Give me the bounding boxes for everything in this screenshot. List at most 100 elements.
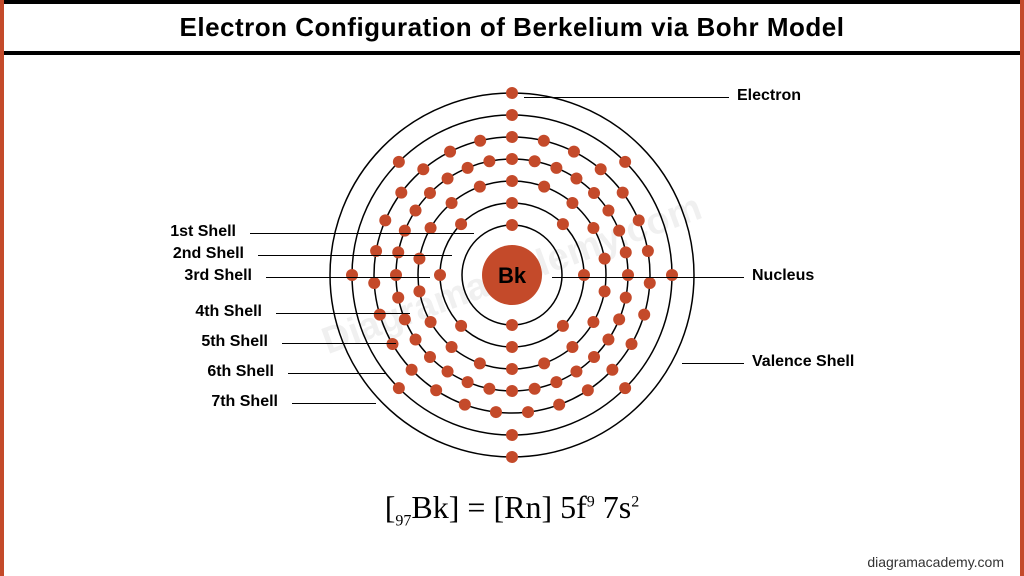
electron [455,320,467,332]
electron [633,214,645,226]
electron [626,338,638,350]
leader-line [292,403,376,404]
electron [550,162,562,174]
orbital-2-sup: 2 [631,493,639,510]
leader-line [682,363,744,364]
electron [566,341,578,353]
electron [638,309,650,321]
electron [620,246,632,258]
electron [379,214,391,226]
electron [462,162,474,174]
electron [506,451,518,463]
electron [442,365,454,377]
electron [490,406,502,418]
electron [506,385,518,397]
nucleus-pointer-label: Nucleus [752,267,814,285]
electron [617,187,629,199]
electron [506,153,518,165]
shell-label-5: 5th Shell [201,333,268,351]
electron [368,277,380,289]
electron [506,341,518,353]
leader-line [524,97,729,98]
electron [522,406,534,418]
leader-line [276,313,410,314]
electron [620,292,632,304]
leader-line [288,373,386,374]
electron [410,333,422,345]
electron [506,87,518,99]
shell-label-2: 2nd Shell [173,245,244,263]
shell-label-4: 4th Shell [195,303,262,321]
electron [393,382,405,394]
electron [483,155,495,167]
electron [613,313,625,325]
electron [506,175,518,187]
electron [506,219,518,231]
electron [346,269,358,281]
leader-line [250,233,474,234]
electron [568,146,580,158]
electron [622,269,634,281]
electron [578,269,590,281]
electron [392,292,404,304]
electron [506,363,518,375]
leader-line [282,343,396,344]
atomic-number: 97 [395,512,411,529]
electron-configuration-formula: [97Bk] = [Rn] 5f9 7s2 [4,489,1020,530]
diagram-area: Diagramacademy.com Bk 1st Shell2nd Shell… [4,55,1020,495]
nucleus-label: Bk [498,263,527,288]
electron [424,351,436,363]
electron [386,338,398,350]
valence-shell-label: Valence Shell [752,353,854,371]
electron [446,341,458,353]
orbital-1-sup: 9 [587,493,595,510]
electron [582,384,594,396]
electron [588,187,600,199]
electron [599,253,611,265]
leader-line [552,277,744,278]
electron [434,269,446,281]
electron [602,333,614,345]
electron [392,246,404,258]
electron [474,135,486,147]
electron [406,364,418,376]
electron [424,187,436,199]
electron [399,225,411,237]
electron [413,285,425,297]
electron [587,316,599,328]
electron [606,364,618,376]
electron [595,163,607,175]
electron [506,429,518,441]
electron [538,135,550,147]
electron [602,205,614,217]
electron [588,351,600,363]
electron [462,376,474,388]
electron [459,399,471,411]
electron [399,313,411,325]
electron [395,187,407,199]
electron [538,181,550,193]
shell-label-6: 6th Shell [207,363,274,381]
electron [442,173,454,185]
electron [666,269,678,281]
shell-label-1: 1st Shell [170,223,236,241]
electron [506,131,518,143]
page-title: Electron Configuration of Berkelium via … [4,4,1020,51]
credit: diagramacademy.com [867,554,1004,570]
electron [599,285,611,297]
shell-label-7: 7th Shell [211,393,278,411]
electron [430,384,442,396]
electron [410,205,422,217]
electron [553,399,565,411]
electron [506,109,518,121]
electron [613,225,625,237]
electron [374,309,386,321]
electron [587,222,599,234]
electron [506,319,518,331]
electron [417,163,429,175]
electron [570,173,582,185]
electron [557,218,569,230]
electron [474,181,486,193]
electron [570,365,582,377]
electron [619,156,631,168]
